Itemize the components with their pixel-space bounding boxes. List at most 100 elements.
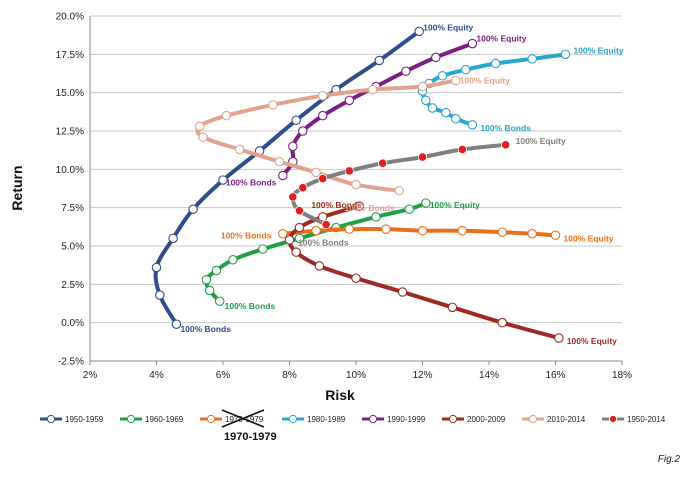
data-point (527, 228, 537, 239)
data-point (198, 132, 208, 142)
endpoint-label: 100% Equity (567, 336, 617, 346)
series-line (290, 142, 508, 227)
legend-swatch-marker (608, 414, 618, 424)
legend-label: 2010-2014 (547, 415, 586, 424)
struck-legend-note: 1970-1979 (224, 431, 277, 443)
series-1960-1969 (201, 198, 431, 306)
data-point (194, 121, 205, 132)
data-point (560, 49, 571, 60)
data-point (394, 186, 404, 196)
data-point (318, 173, 328, 184)
data-point (381, 224, 391, 234)
data-point (441, 107, 451, 118)
y-tick-label: 5.0% (61, 242, 84, 253)
data-point (294, 233, 305, 244)
data-point (457, 225, 468, 236)
legend-item-1990-1999: 1990-1999 (362, 414, 426, 424)
figure-label: Fig.2 (658, 454, 681, 465)
endpoint-label: 100% Bonds (225, 301, 276, 311)
data-point (447, 302, 458, 313)
endpoint-label: 100% Equity (516, 136, 566, 146)
data-point (351, 273, 361, 283)
y-tick-label: 0.0% (61, 318, 84, 329)
x-tick-label: 18% (612, 370, 632, 381)
data-point (291, 247, 301, 257)
legend-swatch-marker (368, 414, 378, 424)
series-line (280, 41, 475, 178)
series-line (153, 29, 422, 327)
y-tick-label: 2.5% (61, 280, 84, 291)
data-point (371, 212, 381, 222)
series-1950-1959 (151, 26, 424, 329)
strike-mark (221, 409, 265, 428)
data-point (155, 290, 165, 300)
endpoint-label: 100% Equity (476, 34, 526, 44)
endpoint-label: 100% Equity (423, 22, 473, 32)
data-point (377, 158, 388, 168)
y-tick-label: 7.5% (61, 203, 84, 214)
data-point (288, 141, 298, 152)
endpoint-label: 100% Equity (573, 45, 623, 55)
data-point (467, 38, 478, 49)
x-tick-label: 2% (83, 370, 98, 381)
x-tick-label: 14% (479, 370, 499, 381)
data-point (450, 75, 461, 86)
data-point (288, 192, 298, 202)
data-point (278, 228, 288, 239)
data-point (311, 225, 321, 236)
x-tick-label: 16% (545, 370, 565, 381)
data-point (417, 152, 428, 162)
legend-swatch-marker (46, 414, 56, 424)
data-point (314, 261, 325, 271)
data-point (427, 103, 438, 113)
data-point (228, 255, 238, 265)
data-point (258, 244, 268, 254)
data-point (284, 235, 295, 245)
endpoint-label: 100% Bonds (226, 177, 277, 187)
data-point (344, 166, 354, 176)
legend-item-2010-2014: 2010-2014 (522, 414, 586, 424)
data-point (268, 100, 278, 110)
y-tick-label: 20.0% (56, 12, 84, 23)
annotation-layer: 100% Equity 100% Bonds 100% Equity 100% Bon… (180, 22, 623, 346)
data-point (298, 183, 308, 193)
legend-swatch-marker (528, 414, 538, 424)
y-tick-label: -2.5% (58, 357, 84, 368)
axes: -2.5% 0.0% 2.5% 5.0% 7.5% 10.0% 12.5% 15.0% 17.5… (56, 12, 632, 382)
data-point (221, 110, 232, 121)
data-point (437, 71, 448, 81)
data-point (294, 222, 305, 233)
legend-swatch-marker (126, 414, 136, 424)
x-axis-title: Risk (325, 387, 355, 403)
legend-item-2000-2009: 2000-2009 (442, 414, 506, 424)
data-point (374, 55, 385, 66)
data-point (278, 170, 288, 181)
data-point (201, 274, 212, 285)
endpoint-label: 100% Bonds (311, 200, 362, 210)
data-point (151, 262, 162, 273)
data-point (401, 66, 411, 76)
legend-label: 1950-2014 (627, 415, 666, 424)
endpoint-label: 100% Bonds (480, 123, 531, 133)
x-tick-label: 4% (149, 370, 164, 381)
data-point (311, 167, 321, 178)
legend-swatch-marker (448, 414, 458, 424)
data-point (404, 204, 414, 214)
legend-swatch-marker (288, 414, 298, 424)
legend-item-1960-1969: 1960-1969 (120, 414, 184, 424)
legend: 1950-1959 1960-1969 1970-1979 1980-1989 1990… (40, 409, 666, 428)
data-point (188, 204, 198, 214)
data-point (351, 179, 361, 190)
y-tick-label: 10.0% (56, 165, 84, 176)
x-tick-label: 12% (412, 370, 432, 381)
legend-item-1950-1959: 1950-1959 (40, 414, 104, 424)
data-point (168, 233, 178, 244)
y-tick-label: 12.5% (56, 127, 84, 138)
data-point (497, 317, 508, 328)
data-point (450, 113, 461, 124)
data-point (460, 64, 471, 75)
data-point (431, 52, 441, 63)
endpoint-label: 100% Bonds (298, 238, 349, 248)
data-point (218, 175, 228, 185)
series-layer (151, 26, 571, 343)
